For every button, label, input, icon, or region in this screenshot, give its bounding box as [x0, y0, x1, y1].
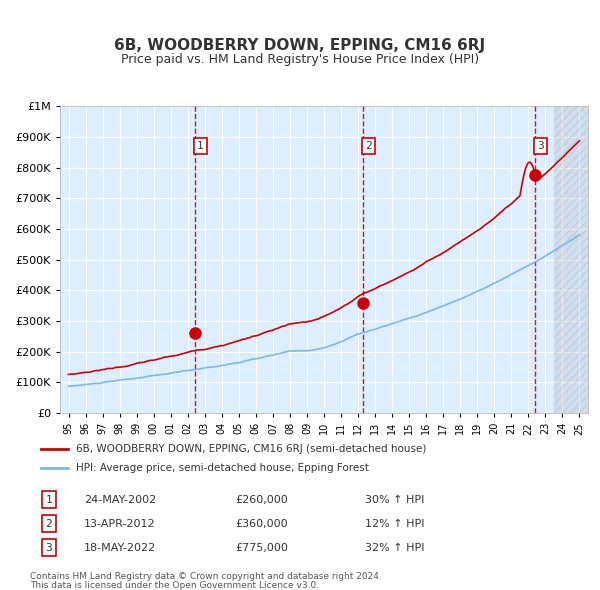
- Text: 32% ↑ HPI: 32% ↑ HPI: [365, 543, 424, 552]
- Text: £360,000: £360,000: [235, 519, 288, 529]
- Text: Price paid vs. HM Land Registry's House Price Index (HPI): Price paid vs. HM Land Registry's House …: [121, 53, 479, 66]
- Text: 6B, WOODBERRY DOWN, EPPING, CM16 6RJ (semi-detached house): 6B, WOODBERRY DOWN, EPPING, CM16 6RJ (se…: [76, 444, 426, 454]
- Text: Contains HM Land Registry data © Crown copyright and database right 2024.: Contains HM Land Registry data © Crown c…: [30, 572, 382, 581]
- Text: £775,000: £775,000: [235, 543, 288, 552]
- Text: This data is licensed under the Open Government Licence v3.0.: This data is licensed under the Open Gov…: [30, 581, 319, 590]
- Text: HPI: Average price, semi-detached house, Epping Forest: HPI: Average price, semi-detached house,…: [76, 464, 369, 473]
- Text: 2: 2: [46, 519, 52, 529]
- Text: 1: 1: [197, 141, 204, 151]
- Text: 12% ↑ HPI: 12% ↑ HPI: [365, 519, 424, 529]
- Text: 3: 3: [46, 543, 52, 552]
- Text: 1: 1: [46, 495, 52, 504]
- Text: 13-APR-2012: 13-APR-2012: [84, 519, 155, 529]
- Text: 30% ↑ HPI: 30% ↑ HPI: [365, 495, 424, 504]
- Bar: [554, 106, 588, 413]
- Text: 2: 2: [365, 141, 372, 151]
- Text: £260,000: £260,000: [235, 495, 288, 504]
- Text: 24-MAY-2002: 24-MAY-2002: [84, 495, 156, 504]
- Text: 6B, WOODBERRY DOWN, EPPING, CM16 6RJ: 6B, WOODBERRY DOWN, EPPING, CM16 6RJ: [115, 38, 485, 53]
- Text: 18-MAY-2022: 18-MAY-2022: [84, 543, 156, 552]
- Text: 3: 3: [538, 141, 544, 151]
